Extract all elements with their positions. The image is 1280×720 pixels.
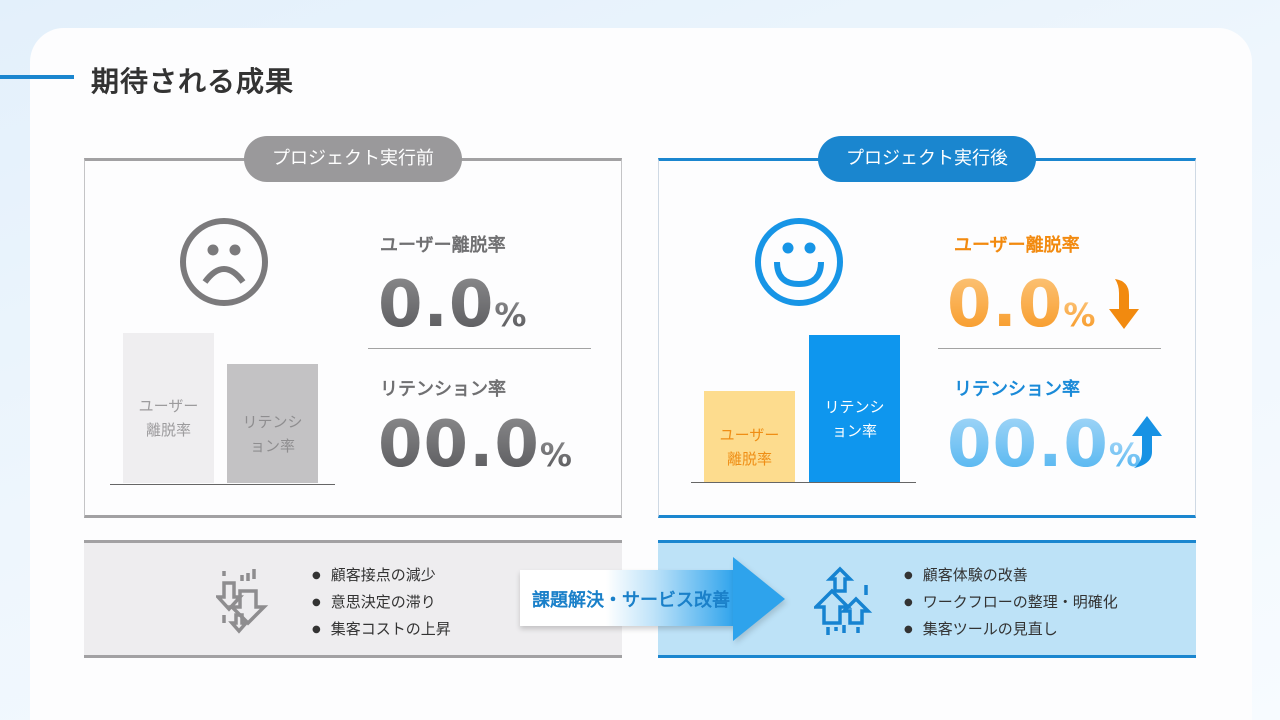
metric-label-retention: リテンション率 [380,379,506,400]
transition-arrow: 課題解決・サービス改善 [520,557,785,641]
bar-churn: ユーザー 離脱率 [123,333,214,483]
metric-value-retention: 00.0% [378,408,572,482]
before-panel: プロジェクト実行前 ユーザー 離脱率 リテンシ ョン率 ユーザー離脱率 0.0% リ… [84,136,622,518]
after-bar-chart: ユーザー 離脱率 リテンシ ョン率 [691,326,916,483]
metric-value-churn: 0.0% [378,268,527,342]
after-badge: プロジェクト実行後 [818,136,1036,182]
bar-churn: ユーザー 離脱率 [704,391,795,483]
transition-arrow-head [733,557,785,641]
metric-value-churn: 0.0% [947,268,1096,342]
metric-divider [368,348,591,349]
list-item: 顧客接点の減少 [312,563,451,590]
results-list: 顧客体験の改善 ワークフローの整理・明確化 集客ツールの見直し [904,563,1118,644]
bar-retention: リテンシ ョン率 [227,364,318,483]
list-item: 集客ツールの見直し [904,617,1118,644]
chart-baseline [691,482,916,483]
after-panel: プロジェクト実行後 ユーザー 離脱率 リテンシ ョン率 ユーザー離脱率 0.0% リ… [658,136,1196,518]
trend-down-arrow-icon [1109,279,1139,329]
metric-value-retention: 00.0% [947,408,1141,482]
list-item: 集客コストの上昇 [312,617,451,644]
metric-divider [938,348,1161,349]
smile-face-icon [755,218,843,306]
transition-arrow-body [520,570,735,626]
issues-list: 顧客接点の減少 意思決定の滞り 集客コストの上昇 [312,563,451,644]
metric-label-churn: ユーザー離脱率 [954,235,1080,256]
page-title: 期待される成果 [91,65,295,98]
metric-label-churn: ユーザー離脱率 [380,235,506,256]
list-item: 顧客体験の改善 [904,563,1118,590]
trend-up-arrow-icon [1132,416,1162,468]
up-arrows-icon [814,566,873,635]
bar-retention: リテンシ ョン率 [809,335,900,483]
title-accent-rule [0,75,74,79]
transition-label: 課題解決・サービス改善 [532,590,730,611]
chart-baseline [110,484,335,485]
down-arrows-icon [216,569,269,634]
before-bar-chart: ユーザー 離脱率 リテンシ ョン率 [110,326,335,485]
before-badge: プロジェクト実行前 [244,136,462,182]
metric-label-retention: リテンション率 [954,379,1080,400]
list-item: 意思決定の滞り [312,590,451,617]
sad-face-icon [180,218,268,306]
list-item: ワークフローの整理・明確化 [904,590,1118,617]
